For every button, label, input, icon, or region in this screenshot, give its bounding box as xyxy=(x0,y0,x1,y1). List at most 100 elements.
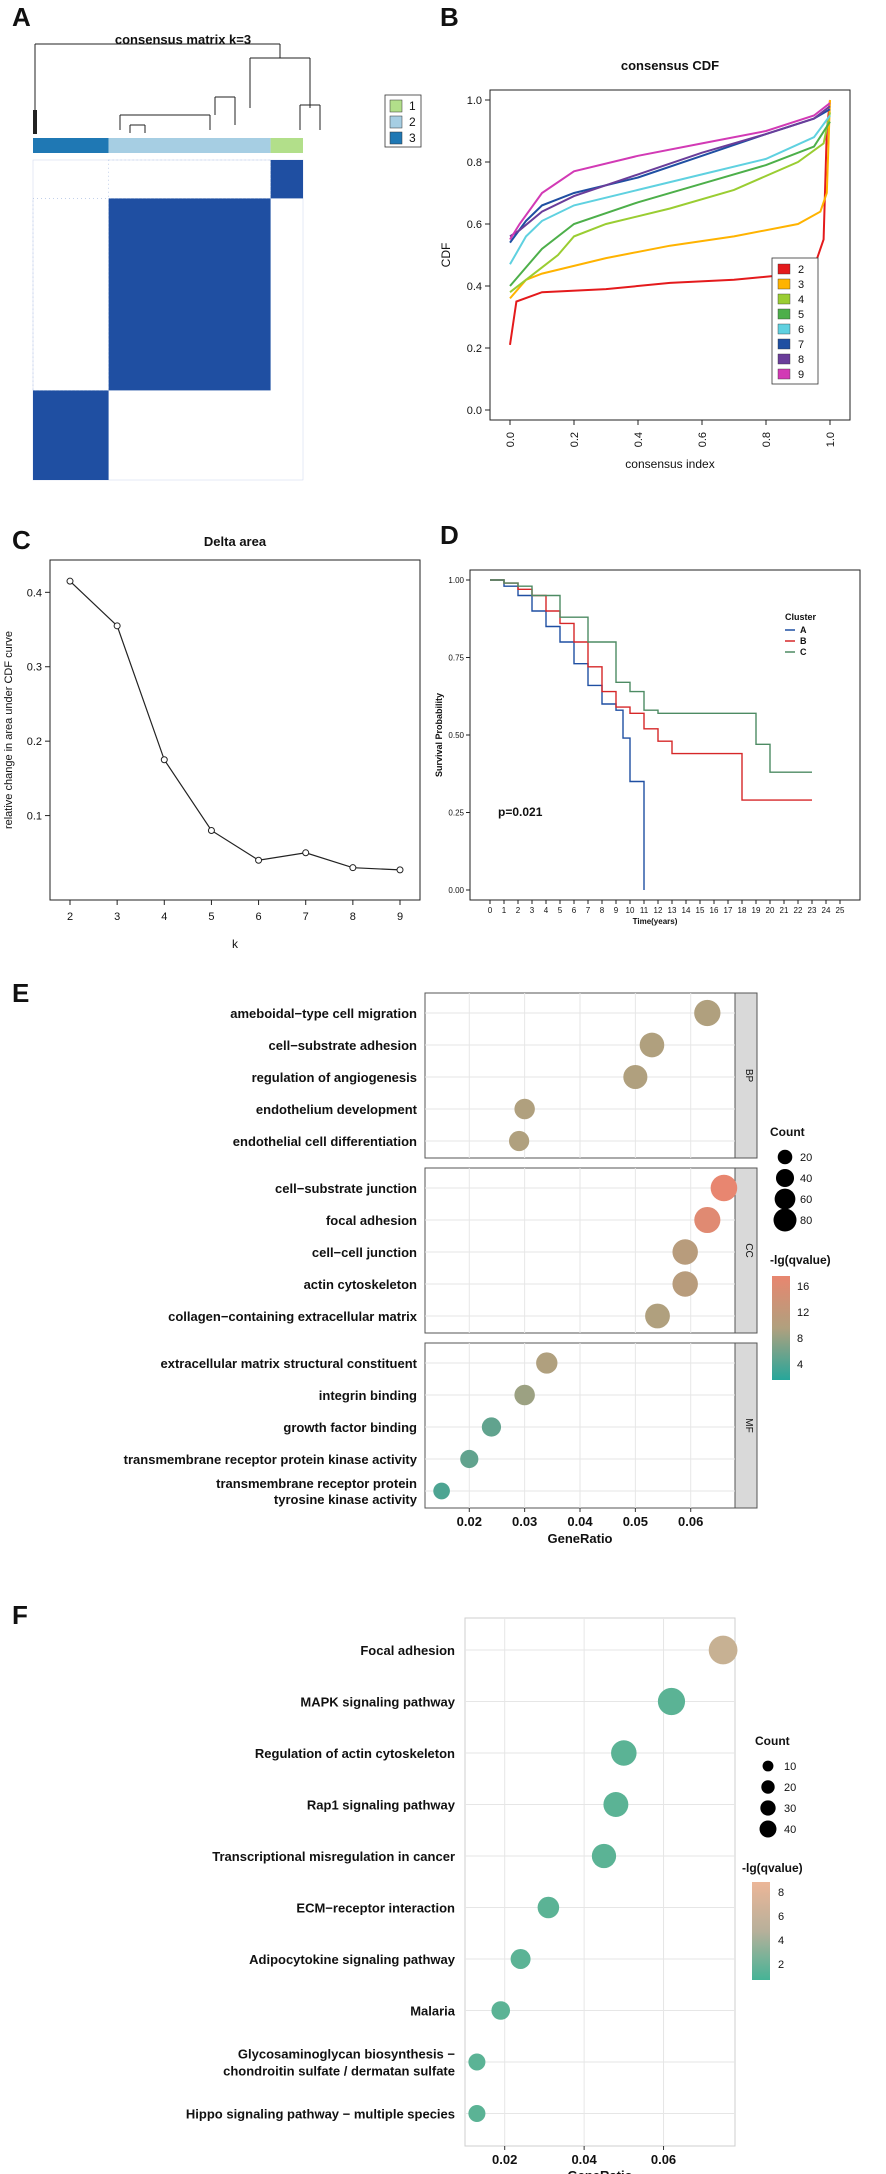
kegg-dot-5 xyxy=(537,1896,560,1919)
heatmap-block-2 xyxy=(108,198,271,391)
km-curve-B xyxy=(490,579,812,801)
dendrogram xyxy=(34,43,321,133)
y-tick-label: 1.0 xyxy=(467,95,482,107)
y-tick-label: 0.4 xyxy=(27,587,42,599)
dot-0-3 xyxy=(514,1098,535,1120)
x-tick-label: 4 xyxy=(161,911,167,923)
x-tick-label: 9 xyxy=(397,911,403,923)
x-axis-label: Time(years) xyxy=(633,917,678,926)
facet-strip-BP xyxy=(734,992,758,1159)
cdf-legend-swatch-5 xyxy=(777,308,791,320)
size-legend-label: 80 xyxy=(800,1215,812,1227)
x-tick-label: 10 xyxy=(626,906,635,915)
x-tick-label: 1 xyxy=(502,906,507,915)
size-legend-dot xyxy=(760,1800,776,1816)
legend-swatch-2 xyxy=(389,115,403,129)
dot-0-1 xyxy=(639,1032,665,1058)
x-tick-label: 0.2 xyxy=(569,432,581,447)
size-legend-dot xyxy=(774,1188,796,1210)
x-tick-label: 0.02 xyxy=(457,1514,482,1529)
size-legend-label: 20 xyxy=(800,1152,812,1164)
color-legend-title: -lg(qvalue) xyxy=(770,1253,831,1267)
size-legend-label: 10 xyxy=(784,1761,796,1773)
x-tick-label: 9 xyxy=(614,906,619,915)
color-legend-label: 6 xyxy=(778,1911,784,1923)
term-label: collagen−containing extracellular matrix xyxy=(168,1309,418,1324)
term-label: extracellular matrix structural constitu… xyxy=(161,1356,418,1371)
cdf-legend-label-3: 3 xyxy=(798,279,804,291)
color-legend-label: 4 xyxy=(797,1359,803,1371)
size-legend-label: 20 xyxy=(784,1782,796,1794)
kegg-dot-1 xyxy=(657,1687,686,1716)
kegg-term-label: Transcriptional misregulation in cancer xyxy=(212,1849,455,1864)
delta-title: Delta area xyxy=(204,534,267,549)
size-legend-label: 40 xyxy=(800,1173,812,1185)
kegg-dot-3 xyxy=(603,1792,629,1817)
km-legend-label-B: B xyxy=(800,636,807,646)
kegg-term-label: chondroitin sulfate / dermatan sulfate xyxy=(223,2064,455,2079)
delta-point-k6 xyxy=(255,856,263,864)
cdf-legend-label-5: 5 xyxy=(798,309,804,321)
cdf-legend-label-2: 2 xyxy=(798,264,804,276)
cdf-line-k9 xyxy=(509,102,831,241)
x-tick-label: 2 xyxy=(67,911,73,923)
x-tick-label: 0.04 xyxy=(571,2152,597,2167)
dot-1-4 xyxy=(645,1303,670,1329)
cdf-legend-label-7: 7 xyxy=(798,339,804,351)
x-tick-label: 25 xyxy=(836,906,845,915)
size-legend-label: 30 xyxy=(784,1803,796,1815)
kegg-dot-8 xyxy=(468,2053,486,2071)
dot-1-0 xyxy=(710,1174,738,1202)
cdf-legend-swatch-6 xyxy=(777,323,791,335)
term-label: regulation of angiogenesis xyxy=(252,1070,417,1085)
cdf-line-k3 xyxy=(509,99,831,300)
kegg-dot-0 xyxy=(708,1635,738,1665)
x-tick-label: 0.4 xyxy=(633,432,645,447)
x-tick-label: 0.06 xyxy=(651,2152,676,2167)
dot-1-1 xyxy=(694,1206,721,1234)
cdf-line-k6 xyxy=(509,114,831,265)
term-label: endothelial cell differentiation xyxy=(233,1134,417,1149)
color-legend-bar xyxy=(752,1882,770,1980)
cdf-legend-swatch-8 xyxy=(777,353,791,365)
dot-1-3 xyxy=(672,1271,698,1297)
x-tick-label: 3 xyxy=(530,906,535,915)
panel-label-e: E xyxy=(12,978,30,1008)
heatmap-title: consensus matrix k=3 xyxy=(115,32,251,47)
dot-1-2 xyxy=(672,1239,698,1265)
legend-box xyxy=(384,94,422,148)
panel-label-c: C xyxy=(12,525,31,555)
x-tick-label: 6 xyxy=(572,906,577,915)
size-legend-dot xyxy=(761,1780,775,1794)
kegg-term-label: MAPK signaling pathway xyxy=(300,1695,455,1710)
x-tick-label: 4 xyxy=(544,906,549,915)
size-legend-dot xyxy=(777,1149,793,1165)
y-tick-label: 0.2 xyxy=(27,736,42,748)
cdf-line-k2 xyxy=(509,99,831,346)
x-tick-label: 24 xyxy=(822,906,831,915)
kegg-term-label: Glycosaminoglycan biosynthesis − xyxy=(238,2047,456,2062)
x-tick-label: 14 xyxy=(682,906,691,915)
term-label: transmembrane receptor protein xyxy=(216,1476,417,1491)
kegg-term-label: Hippo signaling pathway − multiple speci… xyxy=(186,2107,455,2122)
delta-point-k7 xyxy=(302,849,310,857)
delta-point-k3 xyxy=(113,622,121,630)
cdf-frame xyxy=(489,89,851,421)
cluster-bar-1 xyxy=(270,138,303,153)
color-legend-label: 4 xyxy=(778,1935,784,1947)
x-tick-label: 16 xyxy=(710,906,719,915)
term-label: focal adhesion xyxy=(326,1213,417,1228)
color-legend-title: -lg(qvalue) xyxy=(742,1861,803,1875)
size-legend-title: Count xyxy=(755,1734,790,1748)
cdf-legend-swatch-7 xyxy=(777,338,791,350)
x-axis-label: GeneRatio xyxy=(547,1531,612,1546)
panel-label-a: A xyxy=(12,2,31,32)
x-tick-label: 17 xyxy=(724,906,733,915)
color-legend-bar xyxy=(772,1276,790,1380)
term-label: cell−substrate adhesion xyxy=(269,1038,418,1053)
y-tick-label: 1.00 xyxy=(448,576,464,585)
size-legend-label: 40 xyxy=(784,1824,796,1836)
dot-0-0 xyxy=(694,999,721,1027)
kegg-term-label: Regulation of actin cytoskeleton xyxy=(255,1746,455,1761)
x-tick-label: 0.8 xyxy=(761,432,773,447)
